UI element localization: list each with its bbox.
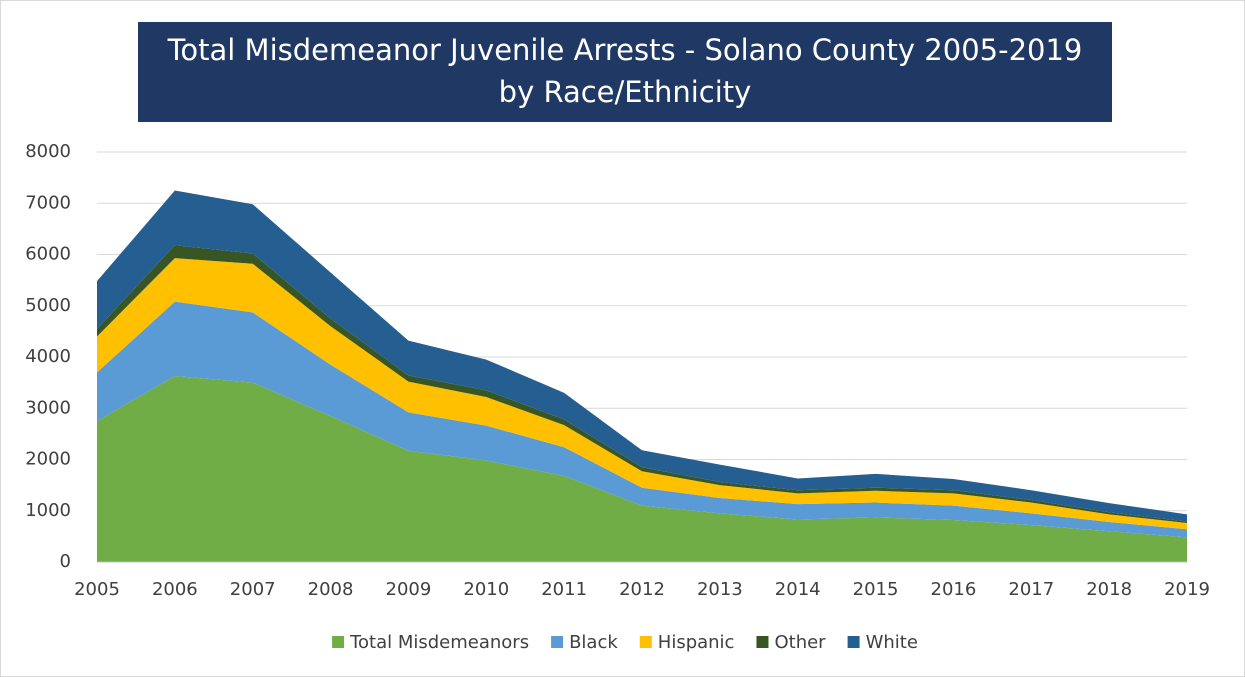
area: [97, 190, 1187, 522]
x-tick-label: 2007: [230, 579, 276, 600]
x-tick-label: 2015: [853, 579, 899, 600]
x-tick-label: 2017: [1008, 579, 1054, 600]
x-tick-label: 2005: [74, 579, 120, 600]
chart-subtitle: by Race/Ethnicity: [499, 75, 752, 109]
x-tick-label: 2006: [152, 579, 198, 600]
legend-label: White: [866, 632, 918, 653]
area: [97, 258, 1187, 530]
title-box: [138, 22, 1112, 122]
x-tick-label: 2009: [386, 579, 432, 600]
y-tick-label: 1000: [25, 500, 71, 521]
y-tick-label: 3000: [25, 397, 71, 418]
legend-label: Black: [569, 632, 618, 653]
legend-swatch: [847, 636, 860, 648]
legend-label: Other: [774, 632, 826, 653]
legend-swatch: [756, 636, 769, 648]
x-tick-label: 2010: [463, 579, 509, 600]
x-tick-label: 2011: [541, 579, 587, 600]
x-tick-label: 2016: [931, 579, 977, 600]
x-tick-label: 2014: [775, 579, 821, 600]
area: [97, 375, 1187, 562]
y-tick-label: 8000: [25, 141, 71, 162]
y-tick-label: 4000: [25, 346, 71, 367]
area: [97, 301, 1187, 538]
legend-swatch: [639, 636, 652, 648]
y-tick-label: 0: [60, 551, 71, 572]
y-tick-label: 6000: [25, 244, 71, 265]
x-tick-label: 2013: [697, 579, 743, 600]
x-tick-label: 2019: [1164, 579, 1210, 600]
legend-label: Total Misdemeanors: [349, 632, 529, 653]
area: [97, 245, 1187, 524]
legend-swatch: [332, 636, 345, 648]
legend-label: Hispanic: [658, 632, 735, 653]
y-tick-label: 7000: [25, 192, 71, 213]
x-tick-label: 2012: [619, 579, 665, 600]
x-tick-label: 2008: [308, 579, 354, 600]
x-tick-label: 2018: [1086, 579, 1132, 600]
y-tick-label: 2000: [25, 449, 71, 470]
y-tick-label: 5000: [25, 295, 71, 316]
legend-swatch: [551, 636, 564, 648]
chart-title: Total Misdemeanor Juvenile Arrests - Sol…: [167, 33, 1083, 67]
